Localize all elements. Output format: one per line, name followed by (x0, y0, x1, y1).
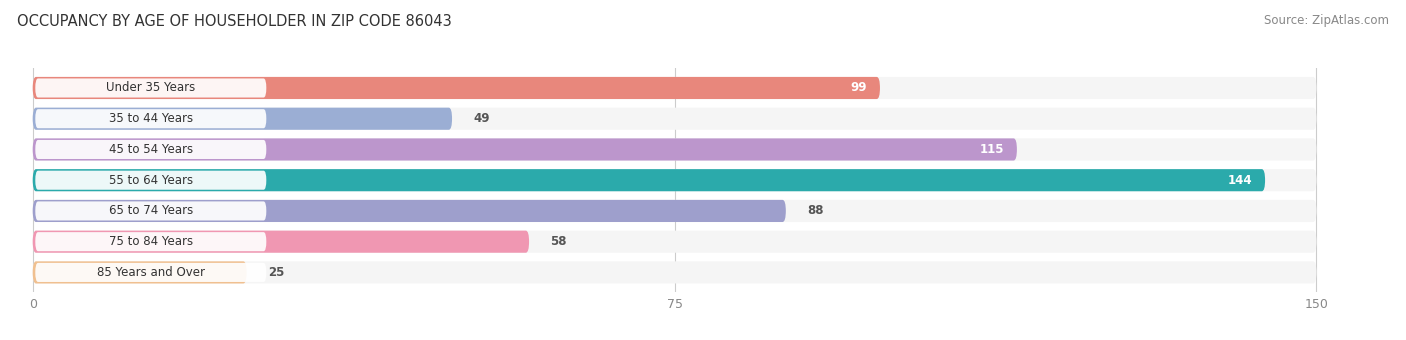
FancyBboxPatch shape (32, 108, 453, 130)
Text: 88: 88 (807, 204, 824, 218)
FancyBboxPatch shape (32, 231, 529, 253)
FancyBboxPatch shape (35, 232, 266, 251)
Text: 144: 144 (1227, 174, 1253, 187)
Text: Source: ZipAtlas.com: Source: ZipAtlas.com (1264, 14, 1389, 27)
FancyBboxPatch shape (32, 77, 1316, 99)
Text: 49: 49 (474, 112, 489, 125)
Text: Under 35 Years: Under 35 Years (107, 82, 195, 95)
FancyBboxPatch shape (32, 200, 1316, 222)
FancyBboxPatch shape (35, 263, 266, 282)
Text: 35 to 44 Years: 35 to 44 Years (108, 112, 193, 125)
Text: 25: 25 (269, 266, 284, 279)
Text: 85 Years and Over: 85 Years and Over (97, 266, 205, 279)
FancyBboxPatch shape (32, 108, 1316, 130)
FancyBboxPatch shape (32, 77, 880, 99)
FancyBboxPatch shape (32, 138, 1316, 160)
Text: 55 to 64 Years: 55 to 64 Years (108, 174, 193, 187)
FancyBboxPatch shape (32, 261, 246, 284)
FancyBboxPatch shape (35, 171, 266, 190)
FancyBboxPatch shape (35, 201, 266, 220)
FancyBboxPatch shape (32, 261, 1316, 284)
FancyBboxPatch shape (35, 140, 266, 159)
FancyBboxPatch shape (32, 169, 1316, 191)
Text: 115: 115 (980, 143, 1004, 156)
FancyBboxPatch shape (32, 231, 1316, 253)
FancyBboxPatch shape (32, 138, 1017, 160)
Text: 45 to 54 Years: 45 to 54 Years (108, 143, 193, 156)
Text: 65 to 74 Years: 65 to 74 Years (108, 204, 193, 218)
Text: 99: 99 (851, 82, 868, 95)
FancyBboxPatch shape (32, 200, 786, 222)
Text: OCCUPANCY BY AGE OF HOUSEHOLDER IN ZIP CODE 86043: OCCUPANCY BY AGE OF HOUSEHOLDER IN ZIP C… (17, 14, 451, 29)
Text: 75 to 84 Years: 75 to 84 Years (108, 235, 193, 248)
Text: 58: 58 (551, 235, 567, 248)
FancyBboxPatch shape (35, 79, 266, 98)
FancyBboxPatch shape (32, 169, 1265, 191)
FancyBboxPatch shape (35, 109, 266, 128)
